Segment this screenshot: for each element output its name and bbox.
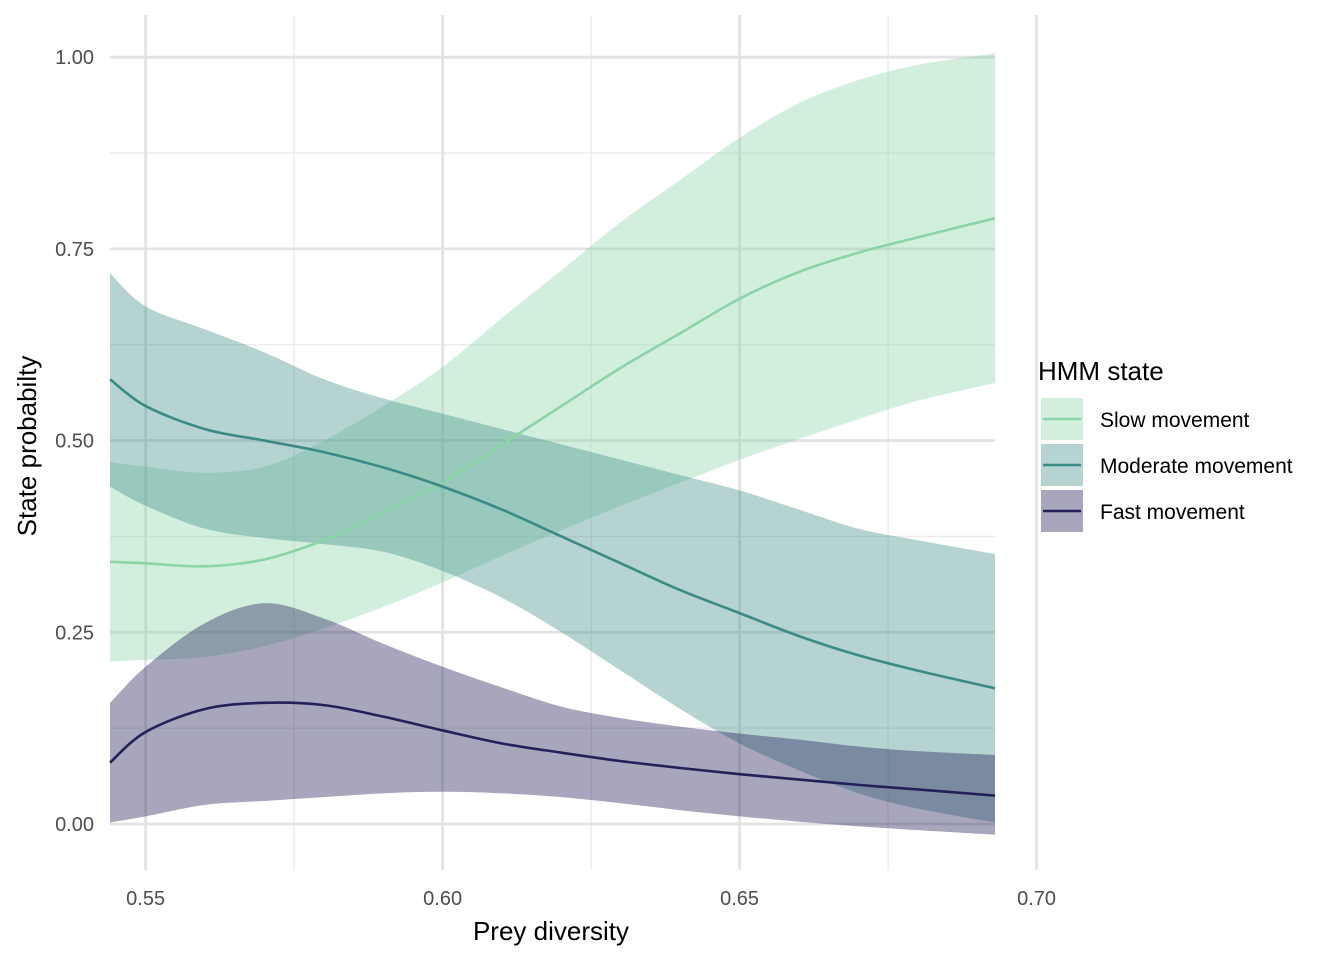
x-tick-label: 0.70 xyxy=(1017,888,1056,910)
x-tick-label: 0.65 xyxy=(720,888,759,910)
series-lines xyxy=(109,216,996,797)
y-tick-label: 1.00 xyxy=(55,47,94,69)
y-axis-title: State probabilty xyxy=(12,356,42,537)
y-tick-label: 0.50 xyxy=(55,431,94,453)
legend-label-slow-movement: Slow movement xyxy=(1100,409,1250,432)
legend-key-fast-movement: Fast movement xyxy=(1041,490,1245,532)
y-tick-label: 0.25 xyxy=(55,622,94,644)
slow-movement-confidence-band xyxy=(110,53,995,662)
confidence-bands xyxy=(110,53,995,835)
x-tick-label: 0.55 xyxy=(126,888,165,910)
legend: HMM state Slow movement Moderate movement… xyxy=(1038,356,1293,532)
legend-key-slow-movement: Slow movement xyxy=(1041,398,1250,440)
x-axis-title: Prey diversity xyxy=(473,916,629,946)
legend-items: Slow movement Moderate movement Fast movem… xyxy=(1041,398,1293,532)
fast-movement-line xyxy=(109,701,996,797)
moderate-movement-confidence-band xyxy=(110,273,995,823)
y-tick-label: 0.75 xyxy=(55,239,94,261)
moderate-movement-line xyxy=(109,378,996,690)
slow-movement-line xyxy=(109,216,996,568)
legend-label-fast-movement: Fast movement xyxy=(1100,501,1245,524)
x-tick-label: 0.60 xyxy=(423,888,462,910)
legend-title: HMM state xyxy=(1038,356,1164,386)
legend-key-moderate-movement: Moderate movement xyxy=(1041,444,1293,486)
x-axis-tick-labels: 0.55 0.60 0.65 0.70 xyxy=(126,888,1056,910)
y-tick-label: 0.00 xyxy=(55,814,94,836)
minor-gridlines xyxy=(110,15,995,870)
y-axis-tick-labels: 0.00 0.25 0.50 0.75 1.00 xyxy=(55,47,94,836)
legend-label-moderate-movement: Moderate movement xyxy=(1100,455,1293,478)
